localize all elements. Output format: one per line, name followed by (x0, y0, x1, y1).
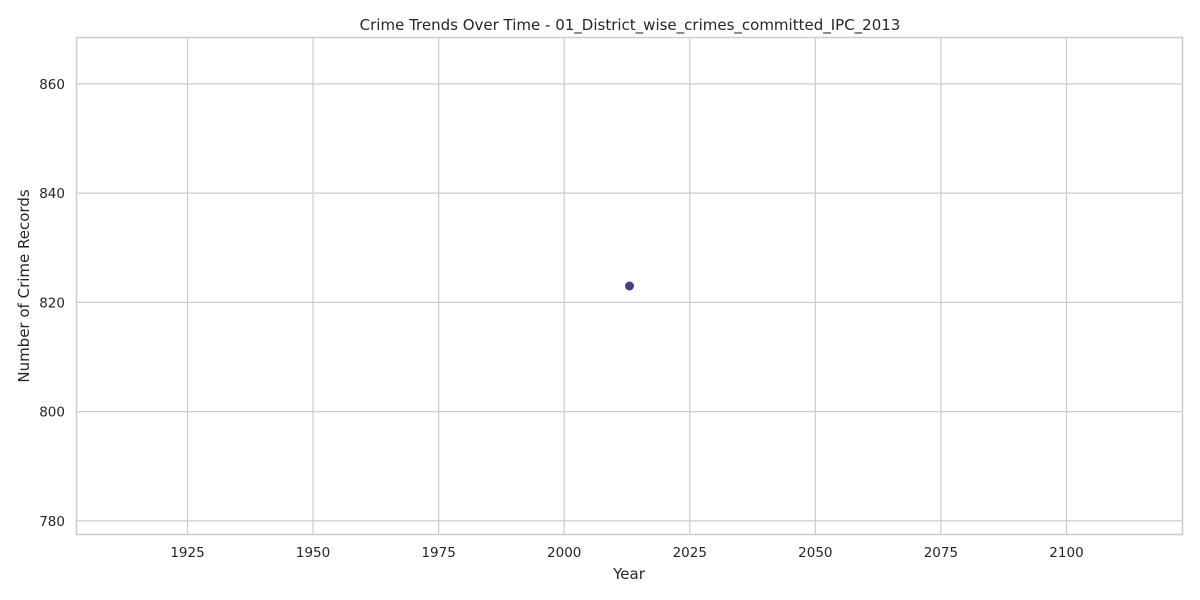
x-tick-label: 2075 (924, 545, 958, 561)
x-tick-label: 2050 (798, 545, 832, 561)
y-tick-label: 800 (39, 405, 65, 421)
x-axis-label: Year (612, 565, 646, 583)
x-tick-label: 2025 (673, 545, 707, 561)
y-axis-label: Number of Crime Records (15, 189, 33, 382)
y-tick-label: 780 (39, 514, 65, 530)
y-tick-label: 820 (39, 295, 65, 311)
y-gridlines (77, 83, 1182, 522)
data-points (625, 281, 634, 291)
y-tick-label: 840 (39, 186, 65, 202)
y-tick-label: 860 (39, 77, 65, 93)
x-tick-label: 2100 (1049, 545, 1083, 561)
data-point (625, 281, 634, 291)
x-tick-label: 1925 (170, 545, 204, 561)
chart-title: Crime Trends Over Time - 01_District_wis… (360, 16, 901, 35)
x-tick-label: 1975 (421, 545, 455, 561)
x-tick-label: 2000 (547, 545, 581, 561)
x-tick-label: 1950 (296, 545, 330, 561)
x-tick-labels: 1925 1950 1975 2000 2025 2050 2075 2100 (170, 545, 1083, 561)
x-gridlines (186, 38, 1068, 534)
y-tick-labels: 780 800 820 840 860 (39, 77, 65, 530)
plot-frame (75, 36, 1184, 536)
